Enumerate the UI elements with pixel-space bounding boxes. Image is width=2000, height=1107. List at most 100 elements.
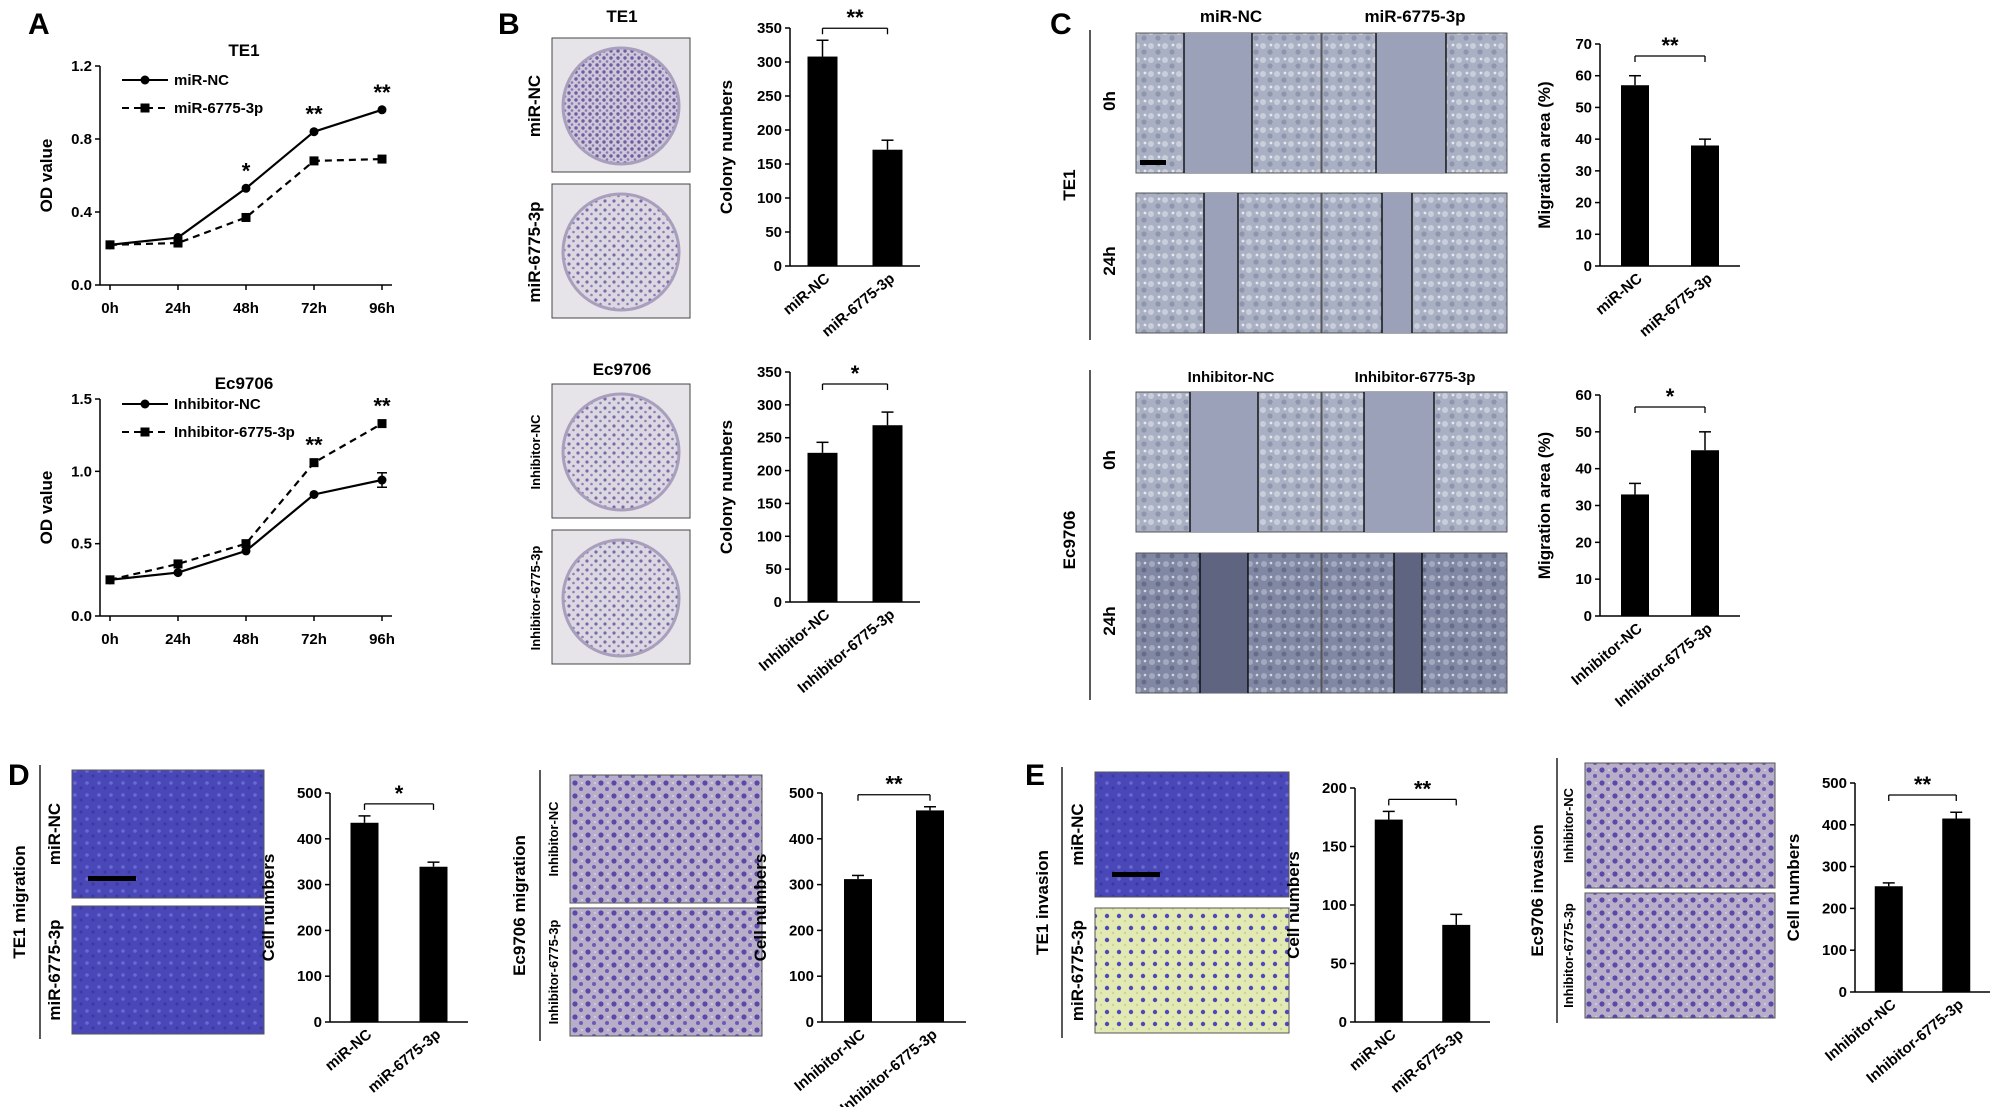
significance-star: * bbox=[1666, 384, 1675, 409]
bar-0 bbox=[807, 56, 838, 267]
x-tick-label: miR-NC bbox=[1346, 1026, 1399, 1074]
d-te1-label-0: miR-NC bbox=[45, 803, 64, 865]
colony-te1-title: TE1 bbox=[606, 7, 637, 26]
significance-star: ** bbox=[373, 394, 391, 419]
significance-star: ** bbox=[885, 772, 903, 797]
x-tick-label: miR-6775-3p bbox=[365, 1026, 444, 1096]
e-ec-image-1 bbox=[1584, 892, 1776, 1019]
bar-0 bbox=[1874, 886, 1903, 992]
data-point bbox=[309, 489, 319, 499]
y-tick-label: 0.8 bbox=[71, 131, 92, 148]
colony-dish-inhibitor-nc bbox=[561, 392, 681, 512]
e-te1-image-0 bbox=[1094, 771, 1290, 898]
y-tick-label: 1.0 bbox=[71, 463, 92, 480]
wound-gap bbox=[1184, 33, 1252, 173]
bar-0 bbox=[1374, 819, 1403, 1022]
y-tick-label: 200 bbox=[1322, 780, 1347, 797]
colony-label-1: miR-6775-3p bbox=[525, 201, 544, 302]
y-axis-label: Migration area (%) bbox=[1535, 432, 1554, 579]
wound-ec-header-0: Inhibitor-NC bbox=[1188, 369, 1275, 386]
data-point bbox=[241, 212, 251, 222]
y-tick-label: 50 bbox=[765, 224, 782, 241]
data-point bbox=[173, 559, 183, 569]
data-point bbox=[173, 238, 183, 248]
x-tick-label: 24h bbox=[165, 300, 191, 317]
y-tick-label: 0 bbox=[314, 1014, 322, 1031]
y-tick-label: 0.0 bbox=[71, 608, 92, 625]
significance-star: ** bbox=[1914, 772, 1932, 797]
colony-label-2: Inhibitor-NC bbox=[528, 414, 543, 490]
bar-1 bbox=[1442, 924, 1471, 1022]
data-point bbox=[377, 419, 387, 429]
significance-star: * bbox=[395, 781, 404, 806]
data-point bbox=[241, 539, 251, 549]
e-ec-label-0: Inhibitor-NC bbox=[1561, 787, 1576, 863]
chart-a-ec9706: 0.0 0.5 1.0 1.5 0h 24h 48h 72h 96h Ec9706 OD value… bbox=[37, 374, 395, 648]
y-tick-label: 50 bbox=[1575, 424, 1592, 441]
bar-1 bbox=[872, 149, 903, 266]
y-tick-label: 40 bbox=[1575, 461, 1592, 478]
y-tick-label: 1.2 bbox=[71, 58, 92, 75]
y-tick-label: 40 bbox=[1575, 131, 1592, 148]
y-tick-label: 0.0 bbox=[71, 277, 92, 294]
legend-label: Inhibitor-6775-3p bbox=[174, 424, 295, 441]
y-tick-label: 50 bbox=[1330, 956, 1347, 973]
data-point bbox=[241, 546, 251, 556]
data-point bbox=[377, 475, 387, 485]
y-tick-label: 300 bbox=[757, 54, 782, 71]
wound-row-label-1: 24h bbox=[1100, 246, 1119, 275]
y-tick-label: 0 bbox=[774, 258, 782, 275]
x-tick-label: 72h bbox=[301, 631, 327, 648]
x-tick-label: 72h bbox=[301, 300, 327, 317]
y-tick-label: 200 bbox=[757, 122, 782, 139]
colony-label-0: miR-NC bbox=[525, 75, 544, 137]
significance-star: * bbox=[242, 158, 251, 183]
chart-c-ec9706: 0102030405060Inhibitor-NCInhibitor-6775-… bbox=[1535, 384, 1740, 711]
y-tick-label: 100 bbox=[297, 968, 322, 985]
d-te1-group-label: TE1 migration bbox=[10, 845, 29, 958]
y-tick-label: 200 bbox=[1822, 900, 1847, 917]
y-tick-label: 300 bbox=[789, 877, 814, 894]
panel-letter-e: E bbox=[1025, 759, 1045, 792]
bar-0 bbox=[350, 822, 379, 1022]
significance-star: * bbox=[851, 361, 860, 386]
data-point bbox=[377, 154, 387, 164]
bar-1 bbox=[419, 866, 448, 1022]
y-tick-label: 0.4 bbox=[71, 204, 93, 221]
x-tick-label: miR-NC bbox=[322, 1026, 375, 1074]
wound-gap bbox=[1204, 193, 1238, 333]
y-tick-label: 500 bbox=[789, 785, 814, 802]
y-tick-label: 100 bbox=[1822, 942, 1847, 959]
y-tick-label: 150 bbox=[757, 495, 782, 512]
bar-1 bbox=[1691, 450, 1719, 616]
y-tick-label: 250 bbox=[757, 430, 782, 447]
x-tick-label: 48h bbox=[233, 631, 259, 648]
wound-gap bbox=[1376, 33, 1446, 173]
y-tick-label: 0 bbox=[1339, 1014, 1347, 1031]
y-tick-label: 350 bbox=[757, 364, 782, 381]
panel-letter-d: D bbox=[8, 759, 30, 792]
x-tick-label: miR-6775-3p bbox=[1388, 1026, 1467, 1096]
d-te1-scale-bar bbox=[88, 876, 136, 881]
wound-row-label-2: 0h bbox=[1100, 450, 1119, 470]
d-ec-image-0 bbox=[569, 774, 763, 904]
legend-label: miR-6775-3p bbox=[174, 100, 263, 117]
colony-dish-inhibitor-6775-3p bbox=[561, 538, 681, 658]
y-tick-label: 50 bbox=[1575, 99, 1592, 116]
x-tick-label: 96h bbox=[369, 300, 395, 317]
wound-te1-header-1: miR-6775-3p bbox=[1364, 7, 1465, 26]
data-point bbox=[309, 156, 319, 166]
y-tick-label: 30 bbox=[1575, 163, 1592, 180]
colony-ec-title: Ec9706 bbox=[593, 360, 652, 379]
y-tick-label: 100 bbox=[757, 190, 782, 207]
d-ec-image-1 bbox=[569, 907, 763, 1037]
y-tick-label: 70 bbox=[1575, 36, 1592, 53]
y-tick-label: 200 bbox=[757, 463, 782, 480]
e-ec-image-0 bbox=[1584, 762, 1776, 889]
y-tick-label: 300 bbox=[1822, 859, 1847, 876]
data-point bbox=[309, 127, 319, 137]
x-tick-label: 48h bbox=[233, 300, 259, 317]
x-tick-label: miR-NC bbox=[1593, 270, 1646, 318]
legend-marker bbox=[140, 75, 150, 85]
